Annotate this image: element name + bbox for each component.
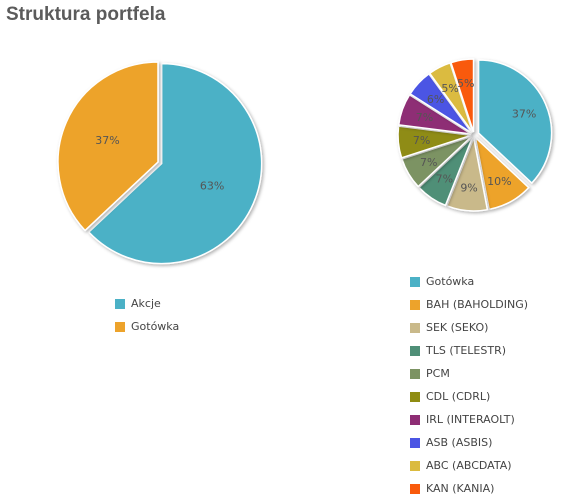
- legend-swatch: [410, 460, 420, 471]
- legend-swatch: [410, 391, 420, 402]
- legend-label: ASB (ASBIS): [426, 436, 493, 449]
- data-label-kan-kania: 5%: [457, 77, 474, 90]
- legend-item-akcje[interactable]: Akcje: [115, 292, 179, 315]
- legend-holdings: Gotówka BAH (BAHOLDING) SEK (SEKO) TLS (TEL…: [410, 270, 528, 500]
- data-label-got-wka: 37%: [95, 134, 119, 147]
- legend-label: SEK (SEKO): [426, 321, 489, 334]
- legend-swatch: [410, 322, 420, 333]
- data-label-tls-telestr: 7%: [436, 173, 453, 186]
- pie-slice-got-wka[interactable]: [477, 59, 553, 185]
- legend-label: IRL (INTERAOLT): [426, 413, 515, 426]
- legend-swatch: [410, 299, 420, 310]
- data-label-got-wka: 37%: [512, 107, 536, 120]
- data-label-asb-asbis: 6%: [427, 93, 444, 106]
- legend-item-tls-telestr[interactable]: TLS (TELESTR): [410, 339, 528, 362]
- legend-label: Gotówka: [426, 275, 475, 288]
- legend-item-sek-seko[interactable]: SEK (SEKO): [410, 316, 528, 339]
- pie-slice-asb-asbis[interactable]: [409, 72, 473, 134]
- legend-item-abc-abcdata[interactable]: ABC (ABCDATA): [410, 454, 528, 477]
- legend-label: Gotówka: [131, 320, 180, 333]
- legend-item-cdl-cdrl[interactable]: CDL (CDRL): [410, 385, 528, 408]
- pie-slice-kan-kania[interactable]: [450, 58, 475, 133]
- legend-label: KAN (KANIA): [426, 482, 495, 495]
- pie-slice-got-wka[interactable]: [57, 61, 159, 232]
- pie-slice-pcm[interactable]: [401, 135, 472, 188]
- legend-label: CDL (CDRL): [426, 390, 491, 403]
- legend-item-asb-asbis[interactable]: ASB (ASBIS): [410, 431, 528, 454]
- legend-swatch: [410, 437, 420, 448]
- data-label-bah-baholding: 10%: [487, 175, 511, 188]
- pie-chart-allocation: 63% 37%: [57, 61, 263, 265]
- pie-chart-holdings: 37%10%9%7%7%7%7%6%5%5%: [397, 58, 553, 212]
- legend-label: BAH (BAHOLDING): [426, 298, 529, 311]
- legend-item-pcm[interactable]: PCM: [410, 362, 528, 385]
- legend-swatch: [410, 483, 420, 494]
- pie-slice-cdl-cdrl[interactable]: [397, 125, 472, 159]
- data-label-sek-seko: 9%: [460, 181, 477, 194]
- legend-item-got-wka[interactable]: Gotówka: [410, 270, 528, 293]
- legend-item-bah-baholding[interactable]: BAH (BAHOLDING): [410, 293, 528, 316]
- legend-swatch: [410, 345, 420, 356]
- legend-swatch: [410, 276, 420, 287]
- pie-slice-akcje[interactable]: [87, 62, 263, 265]
- pie-slice-tls-telestr[interactable]: [418, 136, 474, 207]
- page-title: Struktura portfela: [6, 4, 166, 25]
- data-label-cdl-cdrl: 7%: [413, 134, 430, 147]
- legend-label: Akcje: [131, 297, 161, 310]
- data-label-akcje: 63%: [200, 179, 224, 192]
- pie-slice-abc-abcdata[interactable]: [428, 61, 474, 133]
- legend-swatch: [410, 368, 420, 379]
- legend-item-irl-interaolt[interactable]: IRL (INTERAOLT): [410, 408, 528, 431]
- data-label-pcm: 7%: [420, 156, 437, 169]
- pie-slice-sek-seko[interactable]: [445, 135, 489, 212]
- legend-swatch: [115, 321, 125, 332]
- legend-swatch: [410, 414, 420, 425]
- legend-allocation: Akcje Gotówka: [115, 292, 179, 338]
- legend-item-kan-kania[interactable]: KAN (KANIA): [410, 477, 528, 500]
- pie-slice-irl-interaolt[interactable]: [397, 93, 472, 135]
- pie-slice-bah-baholding[interactable]: [474, 135, 530, 211]
- legend-label: TLS (TELESTR): [426, 344, 507, 357]
- legend-label: ABC (ABCDATA): [426, 459, 512, 472]
- legend-swatch: [115, 298, 125, 309]
- data-label-irl-interaolt: 7%: [416, 111, 433, 124]
- data-label-abc-abcdata: 5%: [441, 82, 458, 95]
- legend-label: PCM: [426, 367, 450, 380]
- legend-item-got-wka[interactable]: Gotówka: [115, 315, 179, 338]
